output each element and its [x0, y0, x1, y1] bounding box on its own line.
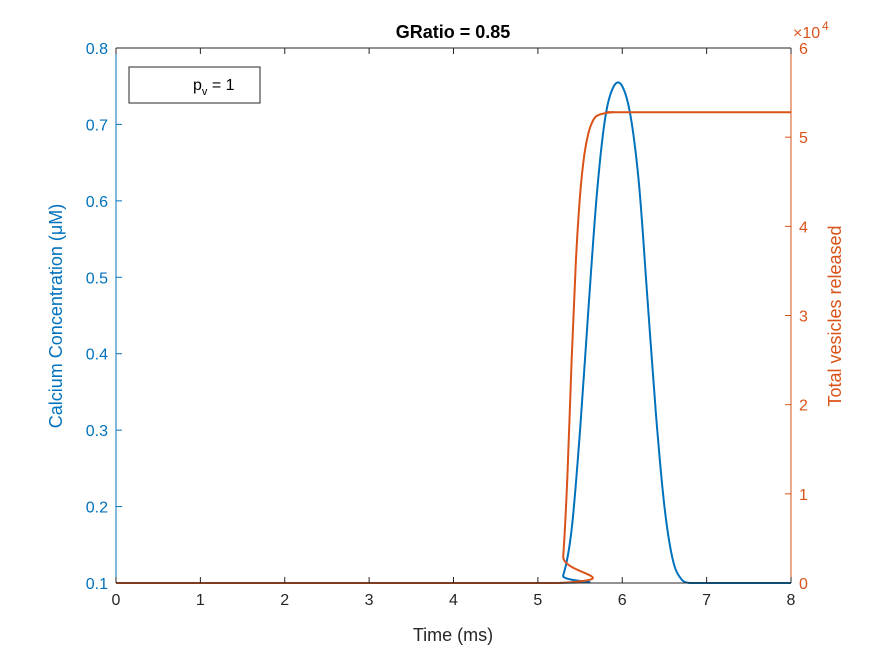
right-y-tick-label: 3: [799, 309, 808, 326]
left-y-tick-label: 0.3: [86, 423, 108, 440]
legend-label: p: [193, 77, 202, 94]
legend-suffix: = 1: [207, 77, 234, 94]
left-y-axis-label: Calcium Concentration (μM): [46, 204, 66, 428]
right-y-tick-label: 0: [799, 576, 808, 593]
legend: pv = 1: [128, 66, 261, 104]
exponent-base: ×10: [793, 25, 820, 42]
left-y-tick-label: 0.8: [86, 41, 108, 58]
x-tick-label: 3: [365, 592, 374, 609]
x-tick-label: 4: [449, 592, 458, 609]
calcium-series-line: [116, 81, 791, 585]
left-y-tick-label: 0.6: [86, 194, 108, 211]
right-y-tick-label: 5: [799, 130, 808, 147]
right-y-axis-label: Total vesicles released: [825, 225, 845, 406]
left-y-tick-label: 0.7: [86, 117, 108, 134]
x-axis-label: Time (ms): [413, 625, 493, 645]
x-tick-label: 8: [787, 592, 796, 609]
right-y-tick-label: 4: [799, 219, 808, 236]
right-axis-exponent: ×10 4: [793, 19, 829, 42]
plot-area: [116, 81, 791, 585]
legend-entry: pv = 1: [193, 77, 235, 98]
x-axis: 0 1 2 3 4 5 6 7 8: [112, 47, 796, 609]
right-y-tick-label: 1: [799, 487, 808, 504]
right-y-axis: 0 1 2 3 4 5 6: [785, 41, 808, 593]
right-y-tick-label: 2: [799, 398, 808, 415]
left-y-tick-label: 0.4: [86, 347, 108, 364]
x-tick-label: 7: [702, 592, 711, 609]
chart-title: GRatio = 0.85: [396, 22, 511, 42]
x-tick-label: 1: [196, 592, 205, 609]
exponent-power: 4: [822, 19, 829, 33]
right-y-tick-label: 6: [799, 41, 808, 58]
legend-subscript: v: [202, 86, 208, 98]
left-y-tick-label: 0.5: [86, 270, 108, 287]
left-y-tick-label: 0.2: [86, 500, 108, 517]
x-tick-label: 0: [112, 592, 121, 609]
left-y-axis: 0.1 0.2 0.3 0.4 0.5 0.6 0.7 0.8: [86, 41, 122, 593]
x-tick-label: 5: [533, 592, 542, 609]
x-tick-label: 2: [280, 592, 289, 609]
x-tick-label: 6: [618, 592, 627, 609]
left-y-tick-label: 0.1: [86, 576, 108, 593]
vesicles-series-line: [116, 111, 791, 585]
